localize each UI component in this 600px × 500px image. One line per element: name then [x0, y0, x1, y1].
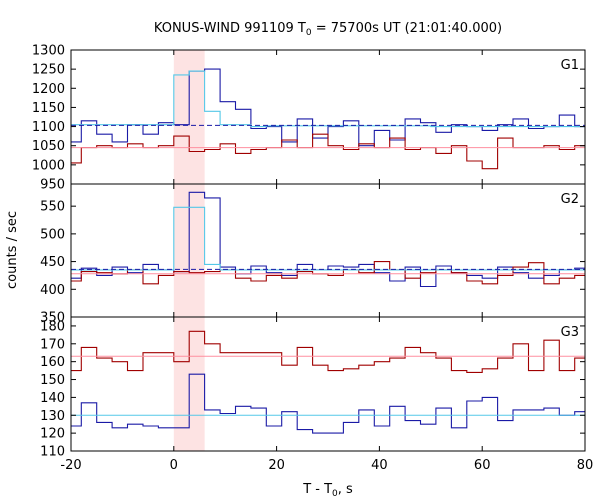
x-tick-label: 20	[268, 458, 285, 473]
chart-title: KONUS-WIND 991109 T0 = 75700s UT (21:01:…	[154, 21, 502, 38]
y-tick-label: 1000	[32, 158, 65, 173]
panels-group: 9501000105011001150120012501300G13504004…	[32, 44, 593, 474]
y-tick-label: 400	[40, 283, 65, 298]
x-tick-label: -20	[60, 458, 81, 473]
series-group	[71, 191, 585, 288]
series-line-dark-blue	[71, 191, 585, 288]
y-axis-title: counts / sec	[5, 211, 20, 289]
panel-label: G1	[561, 58, 579, 73]
panel-frame	[70, 183, 586, 318]
y-tick-label: 170	[40, 337, 65, 352]
panel-g1: 950 1000 1050 1100 1150 1200 1250 1300 G1	[32, 44, 586, 193]
panel-frame	[70, 316, 586, 452]
panel-frame	[70, 49, 586, 185]
x-axis-title: T - T0, s	[302, 482, 353, 499]
y-tick-label: 1250	[32, 63, 65, 78]
y-tick-label: 500	[40, 227, 65, 242]
y-tick-label: 130	[40, 409, 65, 424]
panel-label: G2	[561, 192, 579, 207]
panel-g3: 110 120 130 140 150 160 170 180 -20 0 20 40 60 80 G3	[40, 316, 594, 473]
series-group	[71, 68, 585, 170]
x-axis-title-prefix: T - T	[302, 482, 332, 497]
x-axis-title-subscript: 0	[332, 489, 338, 499]
series-line-cyan	[71, 206, 585, 271]
y-tick-label: 950	[40, 178, 65, 193]
y-tick-label: 110	[40, 445, 65, 460]
y-tick-label: 150	[40, 373, 65, 388]
panel-label: G3	[561, 325, 579, 340]
x-tick-label: 40	[371, 458, 388, 473]
y-tick-label: 1150	[32, 101, 65, 116]
y-tick-label: 120	[40, 427, 65, 442]
y-tick-label: 1300	[32, 44, 65, 59]
series-line-dark-red	[71, 133, 585, 170]
y-tick-label: 180	[40, 319, 65, 334]
x-tick-label: 0	[170, 458, 178, 473]
series-group	[71, 330, 585, 434]
panel-g2: 350 400 450 500 550 G2	[40, 183, 586, 326]
y-tick-label: 140	[40, 391, 65, 406]
chart-title-suffix: = 75700s UT (21:01:40.000)	[312, 21, 502, 36]
y-tick-label: 450	[40, 255, 65, 270]
series-line-dark-blue	[71, 373, 585, 434]
chart-title-prefix: KONUS-WIND 991109 T	[154, 21, 306, 36]
y-tick-label: 1200	[32, 82, 65, 97]
x-tick-label: 80	[577, 458, 594, 473]
series-line-dark-red	[71, 330, 585, 373]
y-tick-label: 1100	[32, 120, 65, 135]
chart-title-subscript: 0	[306, 28, 312, 38]
x-axis-title-suffix: , s	[338, 482, 353, 497]
x-tick-label: 60	[474, 458, 491, 473]
series-line-dark-red	[71, 261, 585, 285]
y-tick-label: 160	[40, 355, 65, 370]
y-tick-label: 1050	[32, 139, 65, 154]
y-tick-label: 550	[40, 200, 65, 215]
y-tick-label: 350	[40, 311, 65, 326]
series-line-cyan	[71, 70, 585, 128]
